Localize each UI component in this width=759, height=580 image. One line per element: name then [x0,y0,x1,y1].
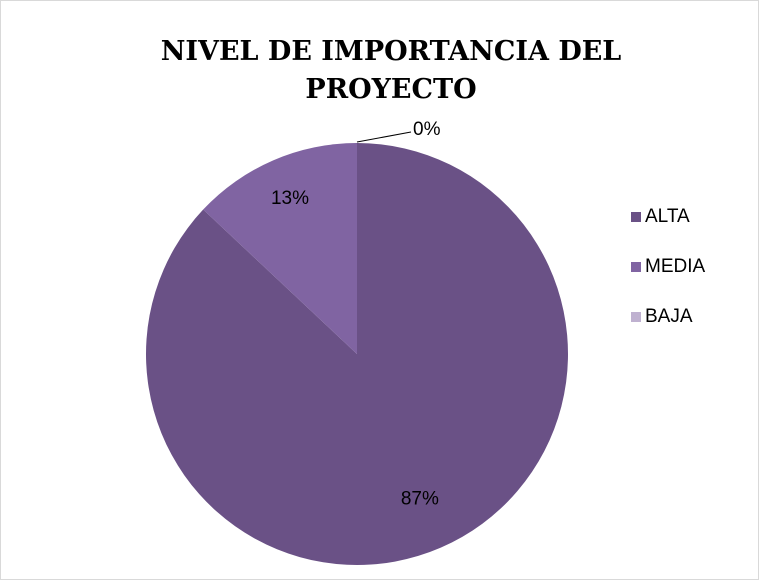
legend-swatch [631,312,641,322]
legend-label: BAJA [645,306,693,327]
chart-title: NIVEL DE IMPORTANCIA DEL PROYECTO [160,36,622,105]
legend-label: ALTA [645,206,690,227]
pie-slice [203,143,357,354]
legend-swatch [631,262,641,272]
legend-swatch [631,212,641,222]
data-label: 87% [401,488,439,509]
legend-label: MEDIA [645,256,706,277]
leader-line [356,131,412,143]
data-label: 0% [413,119,441,140]
pie-slice [145,143,568,566]
data-label: 13% [271,188,309,209]
